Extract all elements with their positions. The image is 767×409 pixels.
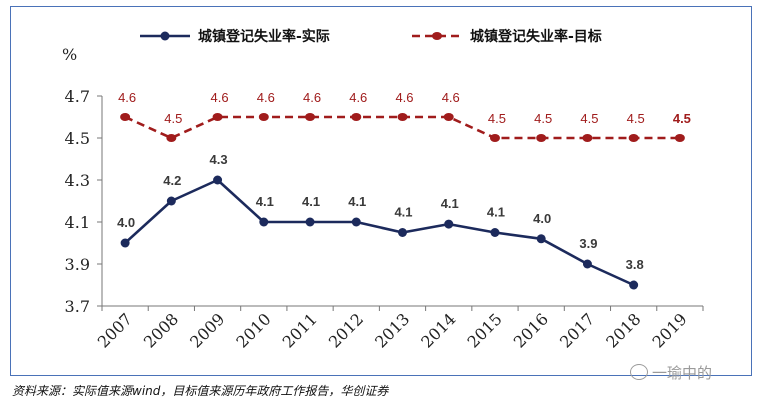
series-actual-point [259,217,269,227]
x-tick-label: 2010 [232,309,274,351]
series-actual-point [444,219,454,229]
source-note: 资料来源：实际值来源wind，目标值来源历年政府工作报告，华创证券 [12,384,389,398]
legend: 城镇登记失业率-实际 城镇登记失业率-目标 [140,28,602,45]
data-label-target: 4.5 [488,111,506,126]
data-label-target: 4.6 [118,90,136,105]
x-tick-label: 2014 [417,309,459,351]
series-target-point [166,134,177,142]
x-tick-label: 2016 [510,309,552,351]
series-actual-point [582,259,592,269]
data-label-target: 4.6 [257,90,275,105]
legend-actual-label: 城镇登记失业率-实际 [198,28,330,45]
series-target-point [120,113,131,121]
series-actual-line [124,178,635,287]
legend-target-label: 城镇登记失业率-目标 [470,28,602,45]
series-actual-point [490,228,500,237]
data-label-actual: 3.8 [626,257,644,272]
data-label-actual: 4.3 [210,152,228,167]
x-tick-label: 2009 [186,309,228,351]
series-actual-point [120,238,130,248]
x-tick-label: 2012 [325,309,367,351]
x-tick-label: 2015 [464,309,506,351]
series [120,113,685,290]
data-label-actual: 4.1 [302,194,320,209]
series-actual-point [213,175,223,185]
x-tick-label: 2019 [648,309,690,351]
series-actual-point [305,217,315,227]
chart-frame [10,6,752,376]
y-tick-label: 4.7 [65,87,90,106]
data-label-target: 4.6 [211,90,229,105]
data-label-target: 4.6 [303,90,321,105]
data-label-actual: 4.0 [533,211,551,226]
data-label-actual: 4.2 [163,173,181,188]
series-target-point [582,134,593,142]
series-target-point [305,113,316,121]
watermark-text: 一瑜中的 [652,364,713,382]
data-label-actual: 4.1 [394,205,412,220]
y-axis-unit: % [62,45,77,64]
series-target-point [628,134,639,142]
data-label-target: 4.5 [673,111,691,126]
data-label-target: 4.6 [395,90,413,105]
data-label-target: 4.5 [627,111,645,126]
series-target-point [351,113,362,121]
x-tick-label: 2018 [602,309,644,351]
data-label-actual: 3.9 [579,236,597,251]
data-label-target: 4.5 [534,111,552,126]
series-target-point [212,113,223,121]
data-label-target: 4.6 [349,90,367,105]
data-label-actual: 4.1 [256,194,274,209]
series-actual-point [166,196,176,206]
series-actual-point [629,280,639,290]
y-tick-label: 4.1 [65,213,90,232]
series-actual-point [351,217,361,227]
x-tick-label: 2017 [556,309,598,351]
data-label-target: 4.5 [580,111,598,126]
y-tick-label: 3.7 [65,297,90,316]
watermark: 一瑜中的 [630,362,712,383]
series-actual-point [536,234,546,244]
series-target-point [443,113,454,121]
y-tick-label: 4.3 [65,171,90,190]
wechat-icon [630,364,648,380]
data-label-actual: 4.1 [487,205,505,220]
x-tick-label: 2011 [279,309,321,351]
data-label-target: 4.5 [164,111,182,126]
y-tick-label: 4.5 [65,129,90,148]
series-target-point [536,134,547,142]
axes: 3.73.94.14.34.54.7%2007 2008 2009 2010 2011 2… [62,45,704,352]
series-target-point [674,134,685,142]
legend-target-marker [432,32,442,40]
series-target-point [489,134,500,142]
series-target-point [397,113,408,121]
data-labels: 4.0 4.2 4.3 4.1 4.1 4.1 4.1 4.1 4.1 4.0 3.9 3.8 4.6 4… [117,90,691,272]
data-label-actual: 4.1 [348,194,366,209]
data-label-actual: 4.0 [117,215,135,230]
legend-actual-marker [160,31,170,41]
x-tick-label: 2013 [371,309,413,351]
data-label-target: 4.6 [442,90,460,105]
data-label-actual: 4.1 [441,196,459,211]
x-tick-label: 2007 [94,309,136,351]
series-actual-point [398,228,407,237]
x-tick-label: 2008 [140,309,182,351]
y-tick-label: 3.9 [65,255,90,274]
series-target-point [258,113,269,121]
